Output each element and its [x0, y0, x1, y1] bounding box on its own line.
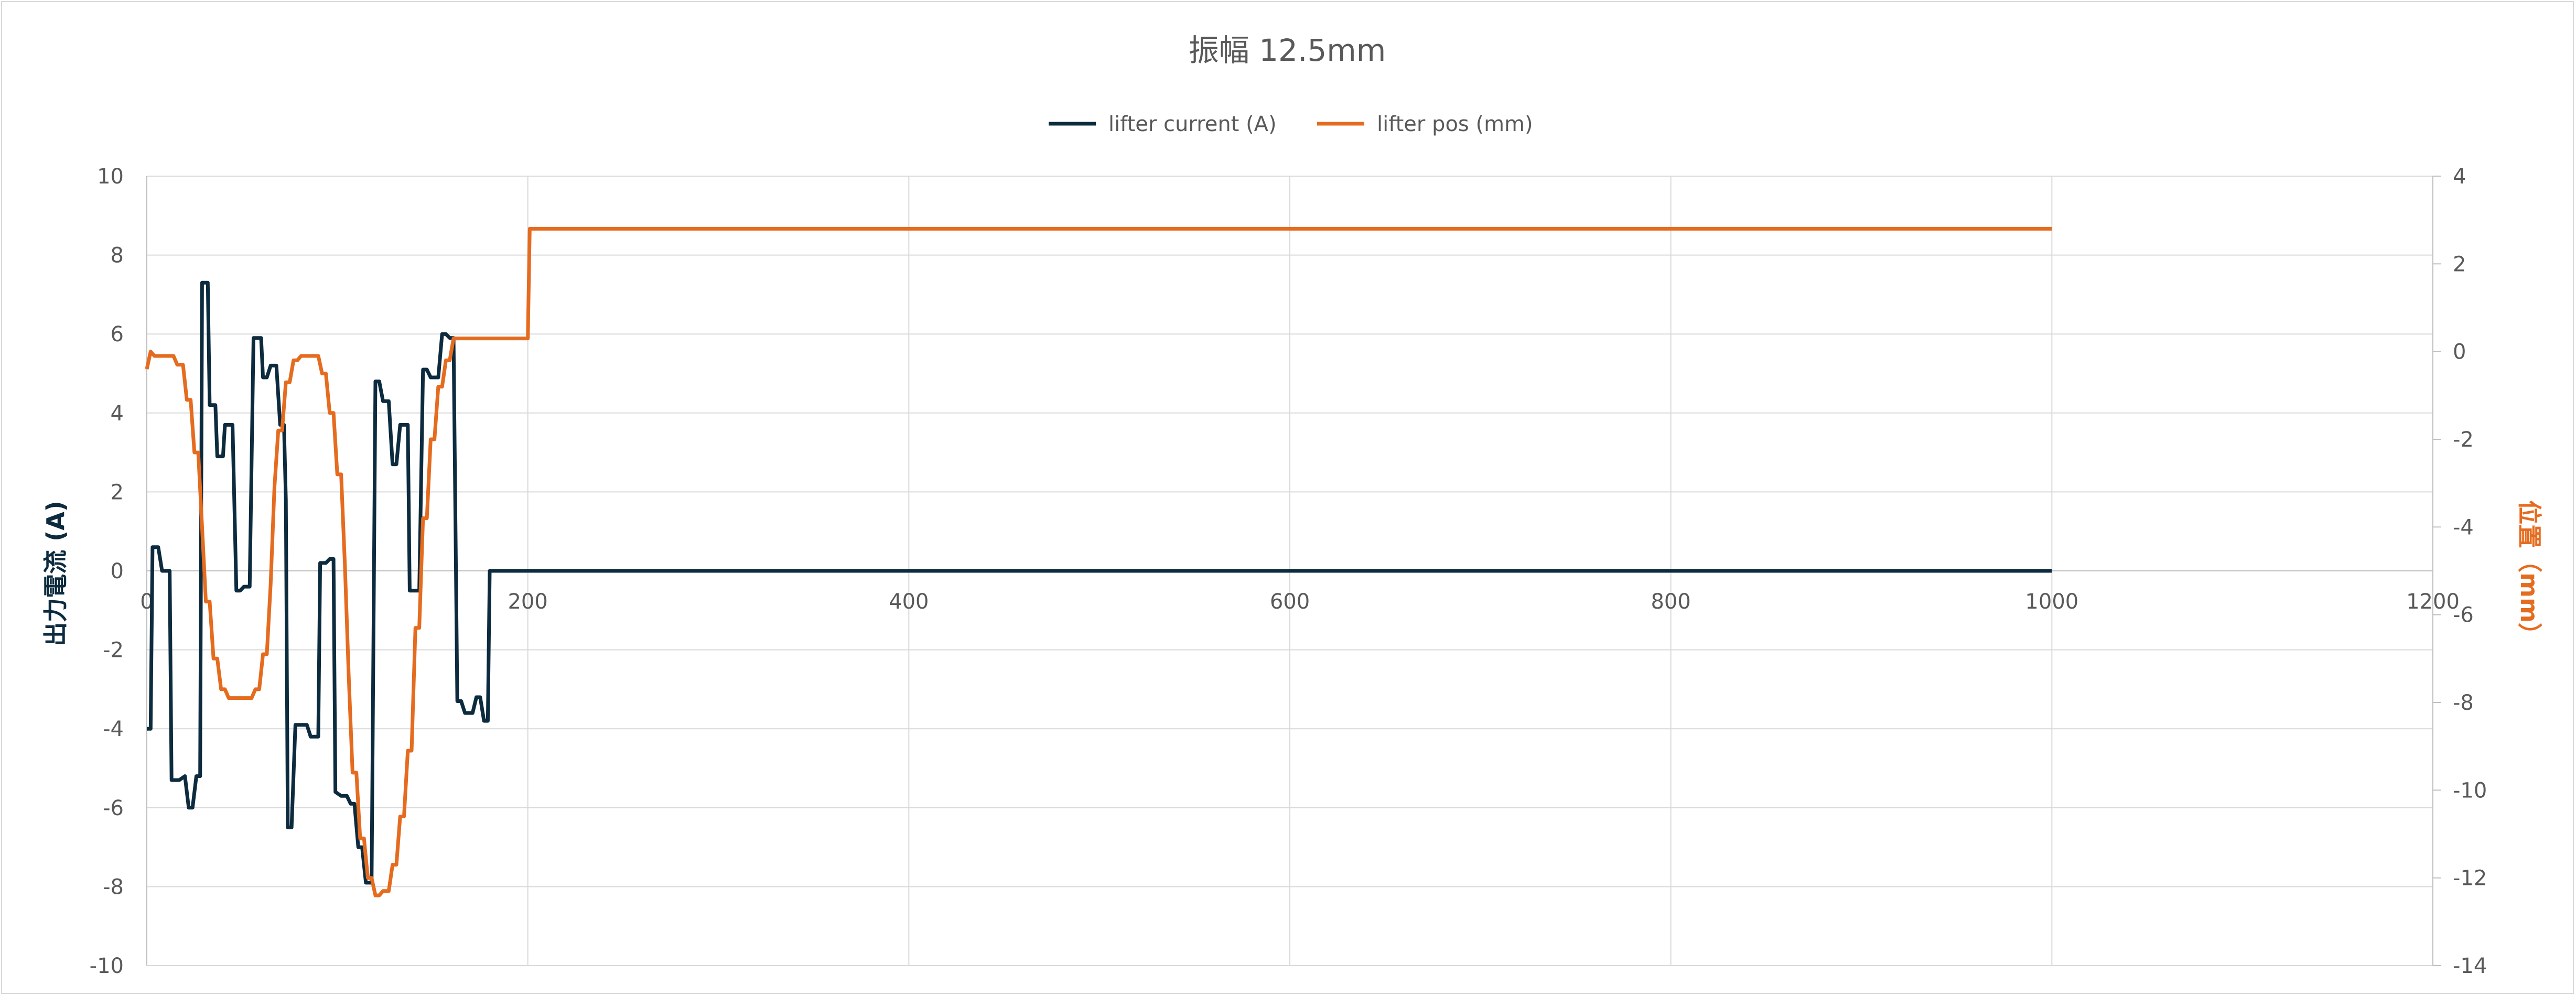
left-tick-label: -2	[103, 638, 124, 663]
right-axis-tick-labels: -14 -12 -10 -8 -6 -4 -2 0 2 4	[2433, 165, 2487, 978]
left-axis-tick-labels: -10 -8 -6 -4 -2 0 2 4 6 8 10	[90, 165, 124, 978]
x-axis-tick-labels: 0 200 400 600 800 1000 1200	[140, 590, 2460, 614]
left-axis-title: 出力電流 (A)	[41, 501, 70, 646]
left-tick-label: 2	[111, 480, 124, 504]
right-tick-label: -12	[2453, 867, 2487, 891]
right-tick-label: -6	[2453, 603, 2474, 627]
x-tick-label: 400	[889, 590, 929, 614]
x-tick-label: 200	[508, 590, 547, 614]
left-tick-label: -8	[103, 875, 124, 899]
left-tick-label: 4	[111, 402, 124, 426]
left-tick-label: 6	[111, 322, 124, 347]
x-tick-label: 1200	[2406, 590, 2460, 614]
series-layer	[145, 226, 2052, 897]
left-tick-label: -10	[90, 954, 124, 978]
legend-label-current: lifter current (A)	[1108, 112, 1277, 136]
right-tick-label: -2	[2453, 428, 2474, 452]
right-tick-label: -8	[2453, 691, 2474, 715]
right-tick-label: -10	[2453, 778, 2487, 803]
legend: lifter current (A) lifter pos (mm)	[1049, 112, 1533, 136]
right-tick-label: -14	[2453, 954, 2487, 978]
right-tick-label: 0	[2453, 340, 2466, 364]
right-tick-label: 4	[2453, 165, 2466, 189]
chart-title: 振幅 12.5mm	[1189, 33, 1386, 68]
series-line-lifter-pos	[145, 226, 2052, 897]
right-tick-label: 2	[2453, 252, 2466, 276]
right-axis-title: 位置（mm）	[2515, 500, 2543, 647]
left-tick-label: -4	[103, 717, 124, 741]
left-tick-label: 10	[97, 165, 124, 189]
x-tick-label: 1000	[2025, 590, 2078, 614]
left-tick-label: 0	[111, 559, 124, 583]
x-tick-label: 600	[1270, 590, 1310, 614]
legend-label-pos: lifter pos (mm)	[1377, 112, 1533, 136]
left-tick-label: -6	[103, 796, 124, 820]
x-tick-label: 800	[1651, 590, 1690, 614]
series-line-lifter-current	[147, 280, 2052, 885]
left-tick-label: 8	[111, 244, 124, 268]
right-tick-label: -4	[2453, 515, 2474, 539]
